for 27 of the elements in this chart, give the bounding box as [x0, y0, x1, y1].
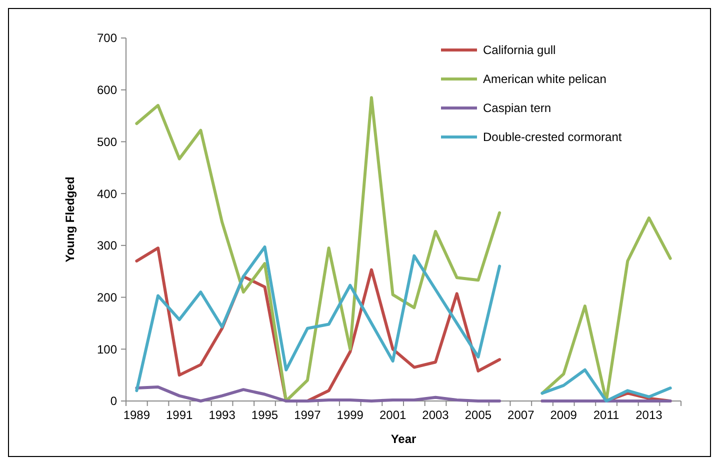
x-tick-label: 1999 [336, 408, 364, 422]
y-tick-label: 300 [96, 238, 118, 253]
x-tick-label: 2009 [550, 408, 578, 422]
y-tick-label: 200 [96, 290, 118, 304]
legend-label: Caspian tern [483, 101, 552, 116]
x-tick-label: 1989 [123, 408, 150, 422]
y-tick-label: 500 [96, 134, 118, 149]
y-tick-label: 400 [96, 186, 118, 201]
y-tick-label: 100 [96, 342, 118, 356]
x-tick-label: 2007 [508, 408, 535, 422]
y-tick-label: 700 [96, 31, 118, 46]
x-tick-label: 2005 [464, 408, 492, 422]
x-tick-label: 2011 [593, 408, 620, 422]
x-tick-label: 1993 [208, 408, 236, 422]
legend-label: American white pelican [483, 72, 606, 86]
x-axis-title: Year [390, 432, 417, 446]
x-tick-label: 2001 [379, 408, 406, 422]
y-axis-title: Young Fledged [63, 176, 77, 262]
x-tick-label: 2013 [636, 408, 663, 422]
y-tick-label: 0 [110, 394, 118, 408]
x-tick-label: 1991 [166, 408, 194, 422]
x-tick-label: 2003 [422, 408, 450, 422]
x-tick-label: 1997 [294, 408, 322, 422]
x-tick-label: 1995 [251, 408, 278, 422]
legend-label: Double-crested cormorant [483, 130, 622, 144]
legend-label: California gull [483, 43, 556, 58]
y-tick-label: 600 [96, 83, 118, 98]
